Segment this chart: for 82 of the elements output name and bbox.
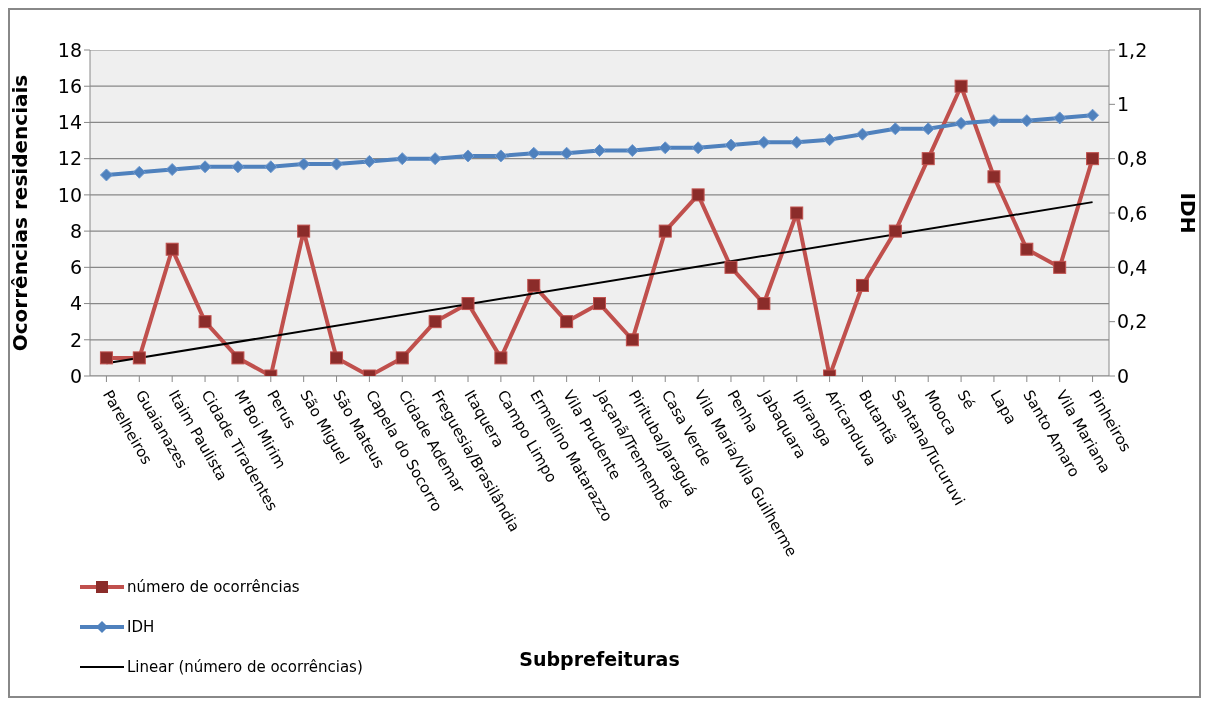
point [954,116,968,130]
y2-axis-title: IDH [1176,192,1200,234]
y2-tick-label: 0,6 [1117,201,1148,224]
point [231,351,245,365]
point [99,168,113,182]
point [527,278,541,292]
point [757,297,771,311]
y-tick-label: 0 [69,364,82,387]
y-tick-label: 14 [57,111,82,134]
point [428,152,442,166]
point [330,157,344,171]
point [264,160,278,174]
y2-tick-label: 1 [1117,93,1130,116]
point [132,165,146,179]
point [855,278,869,292]
y-axis-title: Ocorrências residenciais [8,74,32,352]
point [560,315,574,329]
point [625,144,639,158]
point [132,351,146,365]
point [330,351,344,365]
y2-tick-label: 1,2 [1117,38,1148,61]
point [757,135,771,149]
point [99,351,113,365]
point [658,224,672,238]
point [560,146,574,160]
point [625,333,639,347]
point [1053,260,1067,274]
point [527,146,541,160]
point [395,152,409,166]
x-axis-title: Subprefeituras [519,648,680,670]
point [494,149,508,163]
point [790,135,804,149]
point [165,242,179,256]
y-tick-label: 16 [57,74,82,97]
point [1086,108,1100,122]
point [691,188,705,202]
point [198,315,212,329]
point [888,224,902,238]
point [724,138,738,152]
y-tick-label: 6 [69,256,82,279]
point [1020,114,1034,128]
point [954,79,968,93]
point [724,260,738,274]
legend-label: número de ocorrências [127,578,300,596]
y2-tick-label: 0 [1117,364,1130,387]
point [165,163,179,177]
point [395,351,409,365]
point [888,122,902,136]
y-tick-label: 10 [57,183,82,206]
y2-tick-label: 0,8 [1117,147,1148,170]
y-tick-label: 8 [69,219,82,242]
point [691,141,705,155]
y2-tick-label: 0,4 [1117,256,1148,279]
point [921,152,935,166]
point [1020,242,1034,256]
legend-label: Linear (número de ocorrências) [127,658,363,676]
y2-tick-label: 0,2 [1117,310,1148,333]
point [362,154,376,168]
point [1086,152,1100,166]
point [658,141,672,155]
point [1053,111,1067,125]
point [231,160,245,174]
point [297,157,311,171]
point [461,297,475,311]
y-tick-label: 12 [57,147,82,170]
point [428,315,442,329]
point [987,170,1001,184]
y-tick-label: 18 [57,38,82,61]
point [823,133,837,147]
point [987,114,1001,128]
point [593,144,606,158]
y-tick-label: 2 [69,328,82,351]
point [790,206,804,220]
point [198,160,212,174]
point [855,127,869,141]
point [494,351,508,365]
point [921,122,935,136]
point [593,297,606,311]
point [297,224,311,238]
point [461,149,475,163]
legend-label: IDH [127,618,155,636]
y-tick-label: 4 [69,292,82,315]
